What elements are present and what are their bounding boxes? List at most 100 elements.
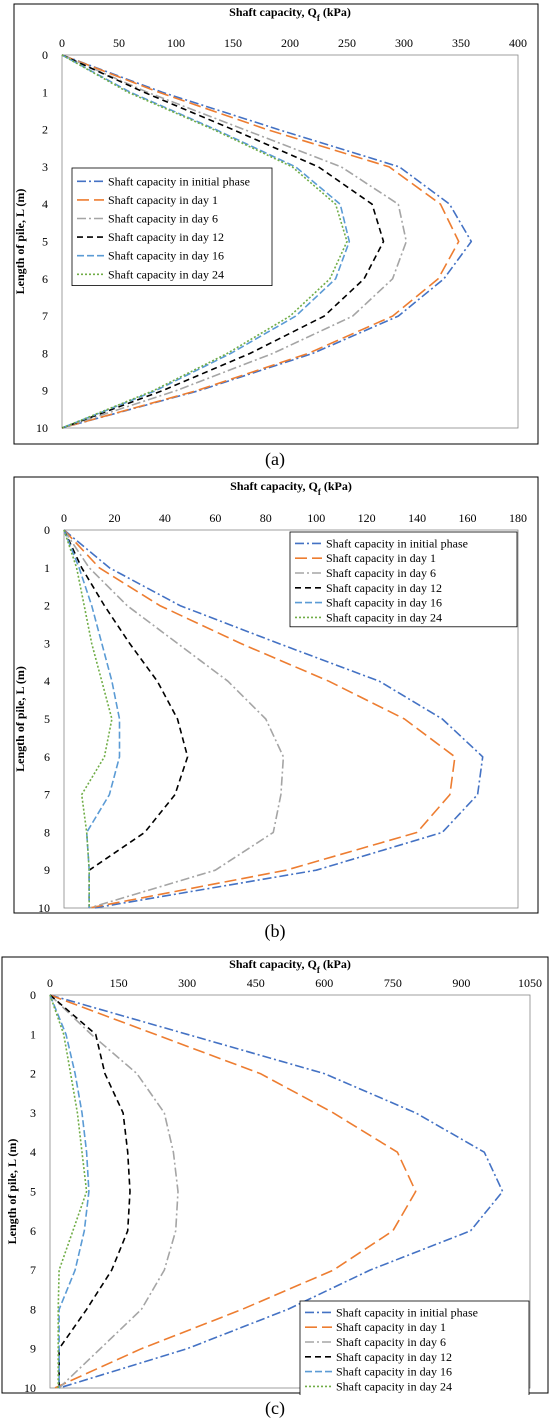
chart-a-legend-label: Shaft capacity in day 6 (108, 212, 218, 226)
chart-c-x-axis-title: Shaft capacity, Qf (kPa) (229, 957, 351, 975)
chart-c-y-tick-label: 1 (30, 1027, 36, 1041)
chart-b-x-tick-label: 40 (159, 511, 171, 525)
chart-a-series-line-0 (61, 54, 473, 429)
chart-c-y-tick-label: 9 (30, 1342, 36, 1356)
chart-a-x-tick-label: 350 (452, 36, 470, 50)
chart-c-y-tick-label: 10 (24, 1381, 36, 1395)
chart-b-x-tick-label: 80 (260, 511, 272, 525)
chart-b-x-tick-label: 20 (108, 511, 120, 525)
chart-b-x-tick-label: 100 (307, 511, 325, 525)
chart-panel-b: 0 20 40 60 80 100 120 140 160 180 0 1 2 3 4 5 6 7 8 9 10 Shaf… (0, 475, 550, 915)
chart-a-plot-area (61, 54, 519, 429)
chart-b-series-line-1 (63, 529, 456, 909)
chart-c-svg: 0 150 300 450 600 750 900 1050 0 1 2 3 4 5 6 7 8 9 10 Shaft… (1, 956, 549, 1395)
chart-b-y-tick-label: 10 (38, 901, 50, 915)
chart-b-x-tick-label: 120 (358, 511, 376, 525)
chart-a-svg: 0 50 100 150 200 250 300 350 400 0 1 2 3 4 5 6 7 8 9 10 Shaf… (13, 3, 539, 445)
chart-a-series-line-5 (61, 54, 348, 429)
chart-b-y-tick-label: 3 (44, 636, 50, 650)
chart-a-series-line-1 (61, 54, 460, 429)
chart-panel-a: 0 50 100 150 200 250 300 350 400 0 1 2 3 4 5 6 7 8 9 10 Shaf… (0, 0, 550, 445)
chart-b-series-line-0 (63, 529, 484, 909)
chart-c-legend-label: Shaft capacity in day 24 (336, 1379, 452, 1393)
chart-a-series-line-2 (61, 54, 408, 429)
chart-a-y-tick-label: 6 (42, 272, 48, 286)
chart-a-x-tick-label: 150 (224, 36, 242, 50)
chart-a-x-tick-label: 50 (113, 36, 125, 50)
chart-a-y-tick-label: 10 (36, 421, 48, 435)
chart-c-y-tick-label: 5 (30, 1185, 36, 1199)
chart-b-y-tick-label: 8 (44, 825, 50, 839)
chart-a-legend (71, 167, 273, 286)
chart-c-y-tick-label: 2 (30, 1067, 36, 1081)
chart-b-svg: 0 20 40 60 80 100 120 140 160 180 0 1 2 3 4 5 6 7 8 9 10 Shaf… (13, 476, 539, 915)
chart-a-legend-label: Shaft capacity in day 16 (108, 249, 224, 263)
chart-b-x-tick-label: 60 (209, 511, 221, 525)
chart-a-x-tick-label: 0 (59, 36, 65, 50)
chart-c-x-tick-label: 0 (47, 976, 53, 990)
chart-a-y-tick-label: 1 (42, 85, 48, 99)
chart-b-y-tick-label: 0 (44, 523, 50, 537)
chart-b-legend-label: Shaft capacity in day 1 (326, 551, 436, 565)
chart-a-series-line-4 (61, 54, 351, 429)
chart-c-legend-label: Shaft capacity in day 12 (336, 1350, 452, 1364)
chart-b-legend-label: Shaft capacity in initial phase (326, 536, 468, 550)
chart-a-x-tick-label: 250 (338, 36, 356, 50)
chart-b-series-line-3 (63, 529, 189, 908)
chart-a-x-tick-label: 400 (509, 36, 527, 50)
chart-b-series-line-5 (63, 529, 113, 908)
chart-a-y-tick-label: 4 (42, 197, 48, 211)
caption-b: (b) (264, 921, 286, 941)
chart-c-legend (299, 1300, 530, 1395)
chart-b-legend (289, 531, 518, 628)
chart-b-x-tick-label: 180 (509, 511, 527, 525)
chart-b-legend-label: Shaft capacity in day 24 (326, 610, 442, 624)
chart-b-legend-label: Shaft capacity in day 16 (326, 596, 442, 610)
chart-b-series-line-2 (63, 529, 285, 909)
chart-b-y-tick-label: 4 (44, 674, 50, 688)
chart-c-y-axis-title: Length of pile, L (m) (5, 1139, 19, 1245)
chart-b-y-axis-title: Length of pile, L (m) (13, 666, 27, 772)
chart-c-y-tick-label: 6 (30, 1224, 36, 1238)
chart-b-legend-label: Shaft capacity in day 12 (326, 581, 442, 595)
chart-b-y-tick-label: 1 (44, 561, 50, 575)
chart-c-y-tick-label: 0 (30, 988, 36, 1002)
chart-b-x-tick-label: 140 (408, 511, 426, 525)
chart-c-x-tick-label: 600 (315, 976, 333, 990)
chart-a-legend-label: Shaft capacity in day 24 (108, 267, 224, 281)
chart-c-y-tick-label: 4 (30, 1145, 36, 1159)
chart-a-legend-label: Shaft capacity in day 1 (108, 193, 218, 207)
chart-c-series-line-1 (49, 994, 417, 1389)
chart-a-x-tick-label: 200 (281, 36, 299, 50)
chart-c-x-tick-label: 300 (178, 976, 196, 990)
chart-c-x-tick-label: 900 (452, 976, 470, 990)
chart-c-x-tick-label: 750 (384, 976, 402, 990)
chart-b-y-tick-label: 9 (44, 863, 50, 877)
chart-b-legend-label: Shaft capacity in day 6 (326, 566, 436, 580)
chart-c-x-tick-label: 450 (247, 976, 265, 990)
chart-a-y-tick-label: 0 (42, 48, 48, 62)
chart-a-y-tick-label: 3 (42, 160, 48, 174)
chart-b-y-tick-label: 2 (44, 599, 50, 613)
chart-c-legend-label: Shaft capacity in day 6 (336, 1335, 446, 1349)
chart-b-x-tick-label: 160 (459, 511, 477, 525)
chart-c-plot-area (49, 994, 531, 1389)
chart-c-legend-label: Shaft capacity in initial phase (336, 1305, 478, 1319)
caption-c: (c) (265, 1398, 285, 1418)
chart-c-legend-label: Shaft capacity in day 16 (336, 1365, 452, 1379)
chart-c-y-tick-label: 8 (30, 1302, 36, 1316)
chart-c-x-tick-label: 150 (110, 976, 128, 990)
chart-b-y-tick-label: 7 (44, 788, 50, 802)
chart-c-y-tick-label: 7 (30, 1263, 36, 1277)
chart-c-series-line-3 (49, 994, 131, 1388)
chart-a-x-tick-label: 100 (167, 36, 185, 50)
chart-a-series-line-3 (61, 54, 385, 429)
chart-a-legend-label: Shaft capacity in initial phase (108, 174, 250, 188)
chart-a-y-tick-label: 8 (42, 346, 48, 360)
chart-panel-c: 0 150 300 450 600 750 900 1050 0 1 2 3 4 5 6 7 8 9 10 Shaft… (0, 955, 550, 1395)
chart-a-x-axis-title: Shaft capacity, Qf (kPa) (229, 5, 351, 23)
chart-b-plot-area (63, 529, 519, 909)
chart-c-series-line-5 (49, 994, 88, 1388)
chart-c-y-tick-label: 3 (30, 1106, 36, 1120)
chart-b-y-tick-label: 5 (44, 712, 50, 726)
